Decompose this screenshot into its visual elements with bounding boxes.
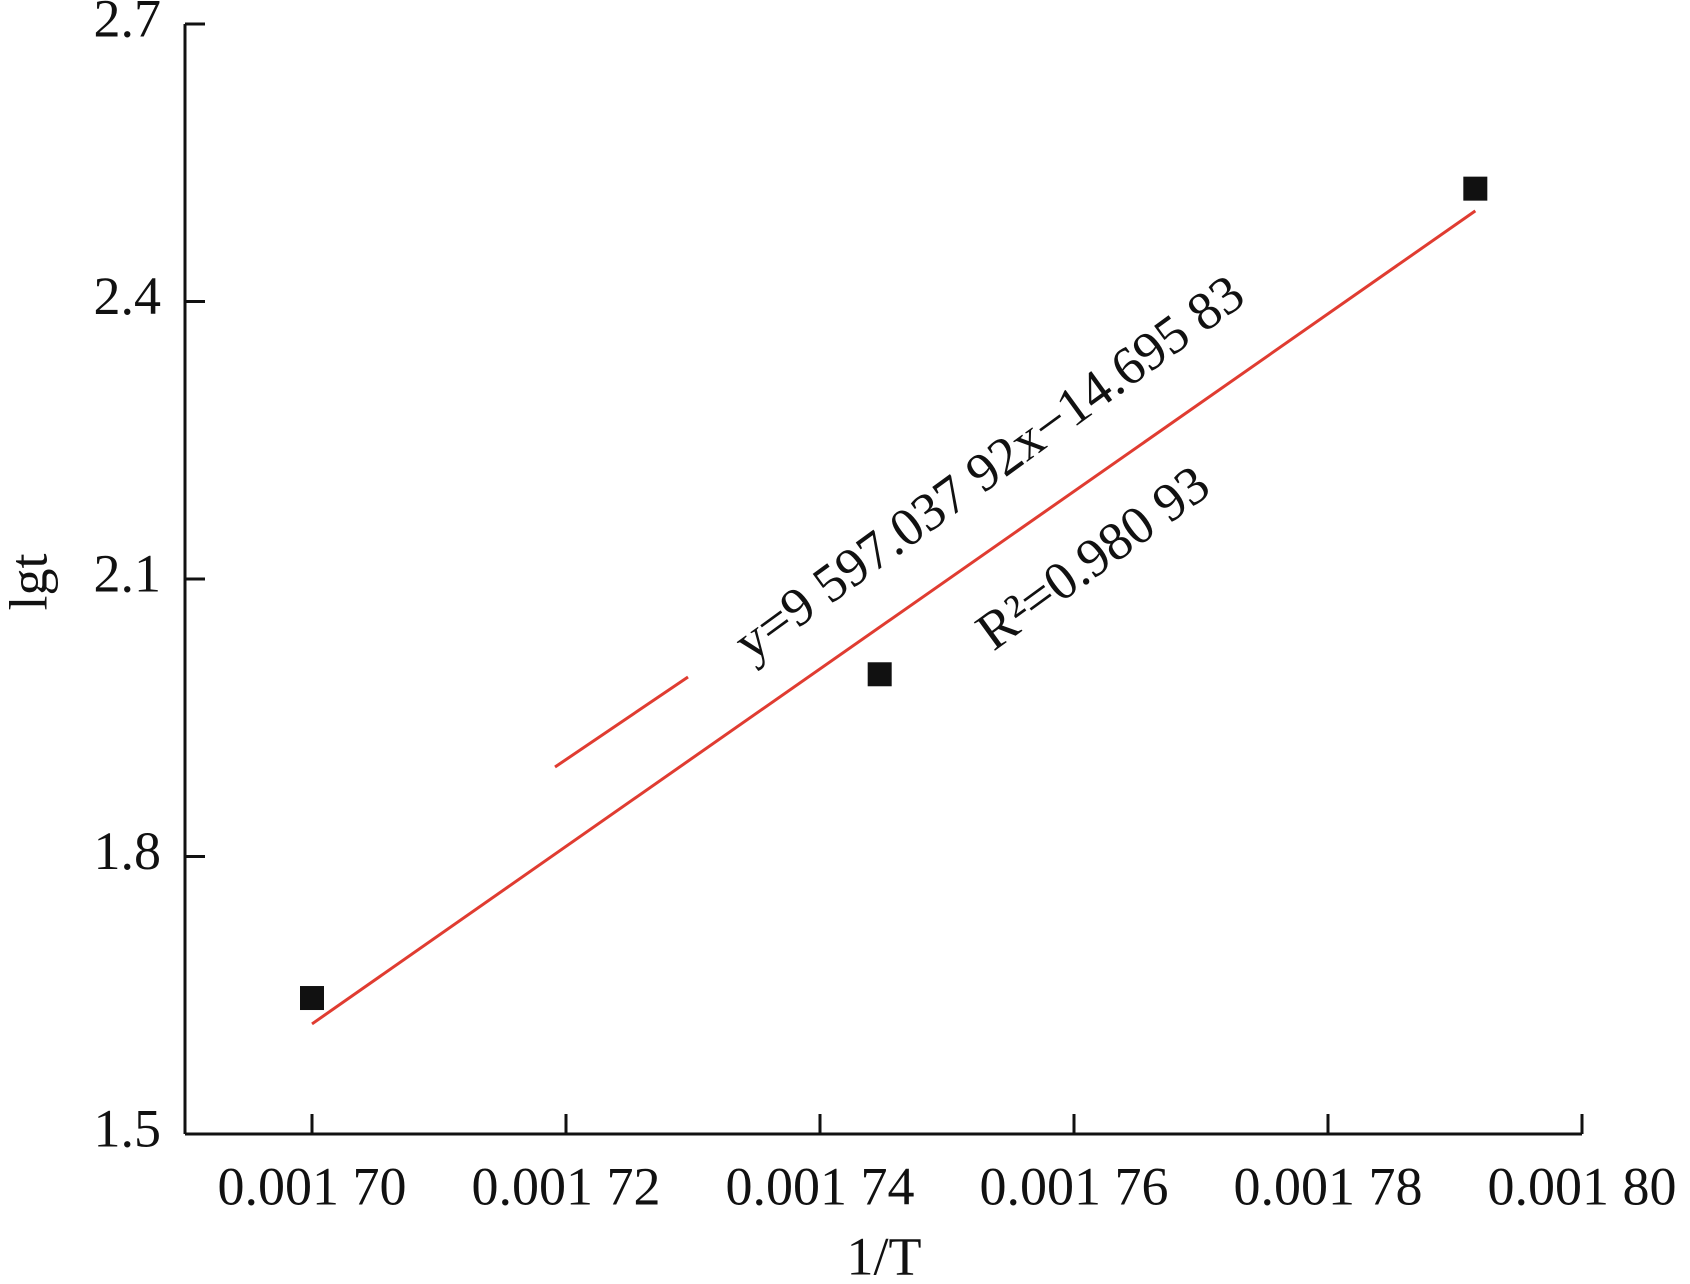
y-tick-label: 2.7	[94, 0, 162, 48]
x-tick-label: 0.001 76	[980, 1156, 1169, 1216]
x-tick-label: 0.001 70	[218, 1156, 407, 1216]
point	[867, 662, 892, 687]
point	[1463, 176, 1488, 201]
y-tick-label: 1.8	[94, 821, 162, 881]
fit-line	[311, 209, 1477, 1026]
y-tick-label: 1.5	[94, 1098, 162, 1158]
x-tick-label: 0.001 80	[1488, 1156, 1677, 1216]
y-tick-label: 2.1	[94, 543, 162, 603]
x-tick-label: 0.001 74	[726, 1156, 915, 1216]
legend-key	[554, 675, 689, 769]
x-axis-label: 1/T	[847, 1226, 922, 1284]
x-tick-label: 0.001 78	[1234, 1156, 1423, 1216]
x-tick-label: 0.001 72	[472, 1156, 661, 1216]
point	[300, 986, 324, 1011]
y-axis-label: lgt	[0, 553, 58, 610]
y-tick-label: 2.4	[94, 266, 162, 326]
